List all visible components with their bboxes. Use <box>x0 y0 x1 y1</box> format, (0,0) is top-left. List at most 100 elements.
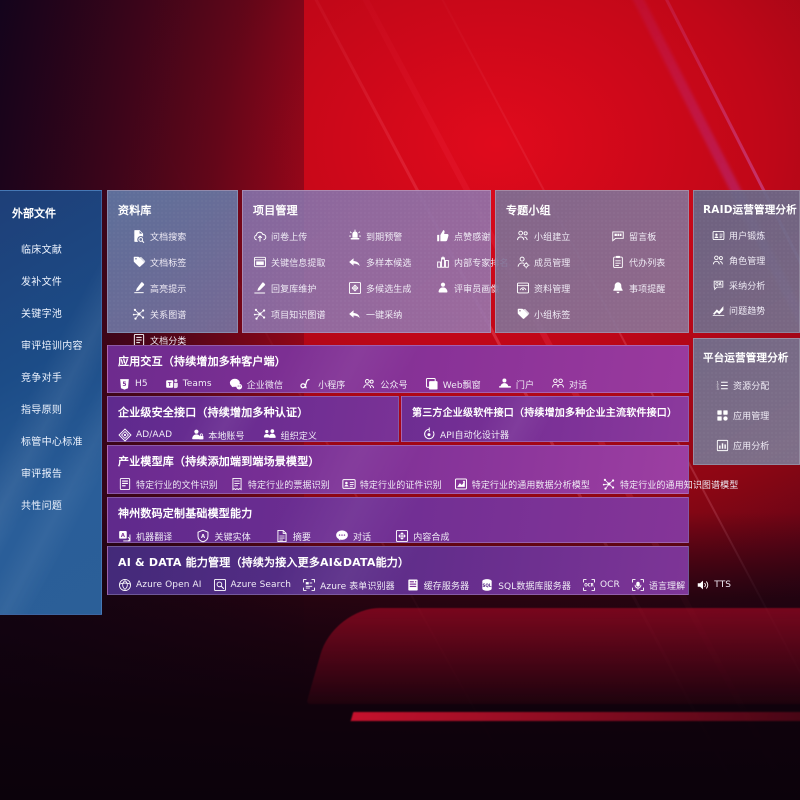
ocr-icon: OCR <box>582 578 596 592</box>
secure-item-ad-aad[interactable]: AD/AAD <box>118 428 172 442</box>
group-item-label: 小组建立 <box>534 232 571 243</box>
interact-item-portal[interactable]: 门户 <box>498 377 534 391</box>
secure-item-local-account[interactable]: 本地账号 <box>190 428 245 442</box>
group-item-group-tag[interactable]: 小组标签 <box>516 307 611 321</box>
sidebar-item-common-issues[interactable]: 共性问题 <box>21 501 63 512</box>
panel-title-topic-group: 专题小组 <box>506 204 551 217</box>
thirdparty-item-api-designer[interactable]: API自动化设计器 <box>422 427 509 441</box>
aidata-item-label: TTS <box>714 580 732 590</box>
panel-data-library: 资料库 文档搜索 文档标签 高亮提示 关系图谱 文档分类 <box>107 190 238 347</box>
group-item-message-board[interactable]: 留言板 <box>611 229 688 243</box>
aidata-item-form-recognizer[interactable]: Azure 表单识别器 <box>302 578 395 592</box>
project-item-label: 评审员画像 <box>454 284 500 295</box>
group-item-label: 资料管理 <box>534 284 571 295</box>
group-item-todo-list[interactable]: 代办列表 <box>611 255 688 269</box>
dcits-item-dialogue[interactable]: 对话 <box>335 529 371 543</box>
svg-text:1: 1 <box>717 380 719 384</box>
html5-icon: 5 <box>118 378 131 391</box>
aidata-item-language-understanding[interactable]: 语言理解 <box>631 578 685 592</box>
aidata-item-azure-open-ai[interactable]: Azure Open AI <box>118 578 202 592</box>
group-item-member-management[interactable]: 成员管理 <box>516 255 611 269</box>
official-account-icon <box>362 377 376 391</box>
people-icon <box>712 254 725 267</box>
project-item-like-thanks[interactable]: 点赞感谢 <box>436 229 509 243</box>
raid-item-user-training[interactable]: 用户锻炼 <box>712 229 799 242</box>
project-item-key-info-extract[interactable]: 关键信息提取 <box>253 255 348 269</box>
project-item-internal-expert-ranking[interactable]: 内部专家排名 <box>436 255 509 269</box>
sidebar-item-review-report[interactable]: 审评报告 <box>21 469 63 480</box>
aidata-item-cache-server[interactable]: 缓存服务器 <box>406 578 470 592</box>
secure-item-org-definition[interactable]: 组织定义 <box>263 428 317 442</box>
interact-item-wecom[interactable]: 企业微信 <box>229 377 283 391</box>
project-item-multi-candidate-generate[interactable]: 多候选生成 <box>348 281 436 295</box>
secure-item-label: AD/AAD <box>136 430 173 440</box>
sidebar-item-supplement-file[interactable]: 发补文件 <box>21 277 63 288</box>
library-item-document-search[interactable]: 文档搜索 <box>132 229 237 243</box>
svg-text:A: A <box>121 533 126 539</box>
sidebar-item-review-training[interactable]: 审评培训内容 <box>21 341 83 352</box>
group-item-event-reminder[interactable]: 事项提醒 <box>611 281 688 295</box>
background-glow-bar <box>350 712 800 721</box>
interact-item-label: 企业微信 <box>246 380 284 391</box>
interact-item-official-account[interactable]: 公众号 <box>362 377 408 391</box>
row-title-ai-data: AI & DATA 能力管理（持续为接入更多AI&DATA能力） <box>118 556 410 569</box>
group-item-create-group[interactable]: 小组建立 <box>516 229 611 243</box>
industry-item-receipt-recognition[interactable]: 特定行业的票据识别 <box>230 477 330 491</box>
aidata-item-ocr[interactable]: OCR OCR <box>582 578 620 592</box>
sidebar-item-standards-center[interactable]: 标管中心标准 <box>21 437 83 448</box>
sidebar-item-competitors[interactable]: 竞争对手 <box>21 373 63 384</box>
thumbs-up-icon <box>436 229 450 243</box>
sidebar-item-guidelines[interactable]: 指导原则 <box>21 405 63 416</box>
industry-item-file-recognition[interactable]: 特定行业的文件识别 <box>118 477 218 491</box>
industry-item-data-analysis-model[interactable]: 特定行业的通用数据分析模型 <box>454 477 590 491</box>
interact-item-label: 小程序 <box>318 380 346 391</box>
dcits-item-key-entity[interactable]: A 关键实体 <box>196 529 251 543</box>
platform-item-app-management[interactable]: 应用管理 <box>716 409 799 422</box>
project-item-one-click-adopt[interactable]: 一键采纳 <box>348 307 436 321</box>
aidata-item-tts[interactable]: TTS <box>696 578 731 592</box>
group-item-material-management[interactable]: 资料管理 <box>516 281 611 295</box>
sidebar-item-keyword-pool[interactable]: 关键字池 <box>21 309 63 320</box>
project-item-expiry-alert[interactable]: 到期预警 <box>348 229 436 243</box>
raid-item-label: 采纳分析 <box>729 282 766 292</box>
industry-item-knowledge-graph-model[interactable]: 特定行业的通用知识图谱模型 <box>602 477 738 491</box>
miniprogram-icon <box>300 377 314 391</box>
dcits-item-summary[interactable]: 摘要 <box>275 529 311 543</box>
row-title-thirdparty: 第三方企业级软件接口（持续增加多种企业主流软件接口） <box>412 408 678 419</box>
raid-item-issue-trend[interactable]: 问题趋势 <box>712 304 799 317</box>
interact-item-teams[interactable]: T Teams <box>165 377 212 391</box>
project-item-knowledge-graph[interactable]: 项目知识图谱 <box>253 307 348 321</box>
sidebar-item-clinical-literature[interactable]: 临床文献 <box>21 245 63 256</box>
dcits-item-content-synthesis[interactable]: 内容合成 <box>395 529 450 543</box>
interact-item-miniprogram[interactable]: 小程序 <box>300 377 345 391</box>
dcits-item-label: 关键实体 <box>214 532 251 543</box>
aidata-item-sql-db-server[interactable]: SQL SQL数据库服务器 <box>480 578 571 592</box>
project-item-questionnaire-upload[interactable]: 问卷上传 <box>253 229 348 243</box>
industry-item-id-recognition[interactable]: 特定行业的证件识别 <box>342 477 442 491</box>
raid-item-adoption-analysis[interactable]: QA 采纳分析 <box>712 279 799 292</box>
group-item-label: 事项提醒 <box>629 284 666 295</box>
interact-item-label: 对话 <box>569 380 588 391</box>
project-item-reply-library-maintenance[interactable]: 回复库维护 <box>253 281 348 295</box>
interact-item-chat[interactable]: 对话 <box>551 377 587 391</box>
aidata-item-azure-search[interactable]: Azure Search <box>213 578 292 592</box>
secure-item-label: 组织定义 <box>280 431 318 442</box>
library-item-highlight-tip[interactable]: 高亮提示 <box>132 281 237 295</box>
library-item-document-tag[interactable]: 文档标签 <box>132 255 237 269</box>
sql-db-icon: SQL <box>480 578 494 592</box>
panel-topic-group: 专题小组 小组建立 留言板 成员管理 代办列表 资料管理 <box>495 190 689 333</box>
interact-item-h5[interactable]: 5 H5 <box>118 378 148 391</box>
raid-item-role-management[interactable]: 角色管理 <box>712 254 799 267</box>
project-item-label: 项目知识图谱 <box>271 310 326 321</box>
interact-item-web-popup[interactable]: Web飘窗 <box>425 377 481 391</box>
project-item-reviewer-profile[interactable]: 评审员画像 <box>436 281 509 295</box>
raid-item-label: 问题趋势 <box>729 307 766 317</box>
row-title-enterprise-security: 企业级安全接口（持续增加多种认证） <box>118 406 309 419</box>
platform-item-app-analysis[interactable]: 应用分析 <box>716 439 799 452</box>
dcits-item-machine-translation[interactable]: A 机器翻译 <box>118 529 172 543</box>
library-item-label: 高亮提示 <box>150 284 187 295</box>
library-item-relation-graph[interactable]: 关系图谱 <box>132 307 237 321</box>
project-item-multi-sample-candidate[interactable]: 多样本候选 <box>348 255 436 269</box>
